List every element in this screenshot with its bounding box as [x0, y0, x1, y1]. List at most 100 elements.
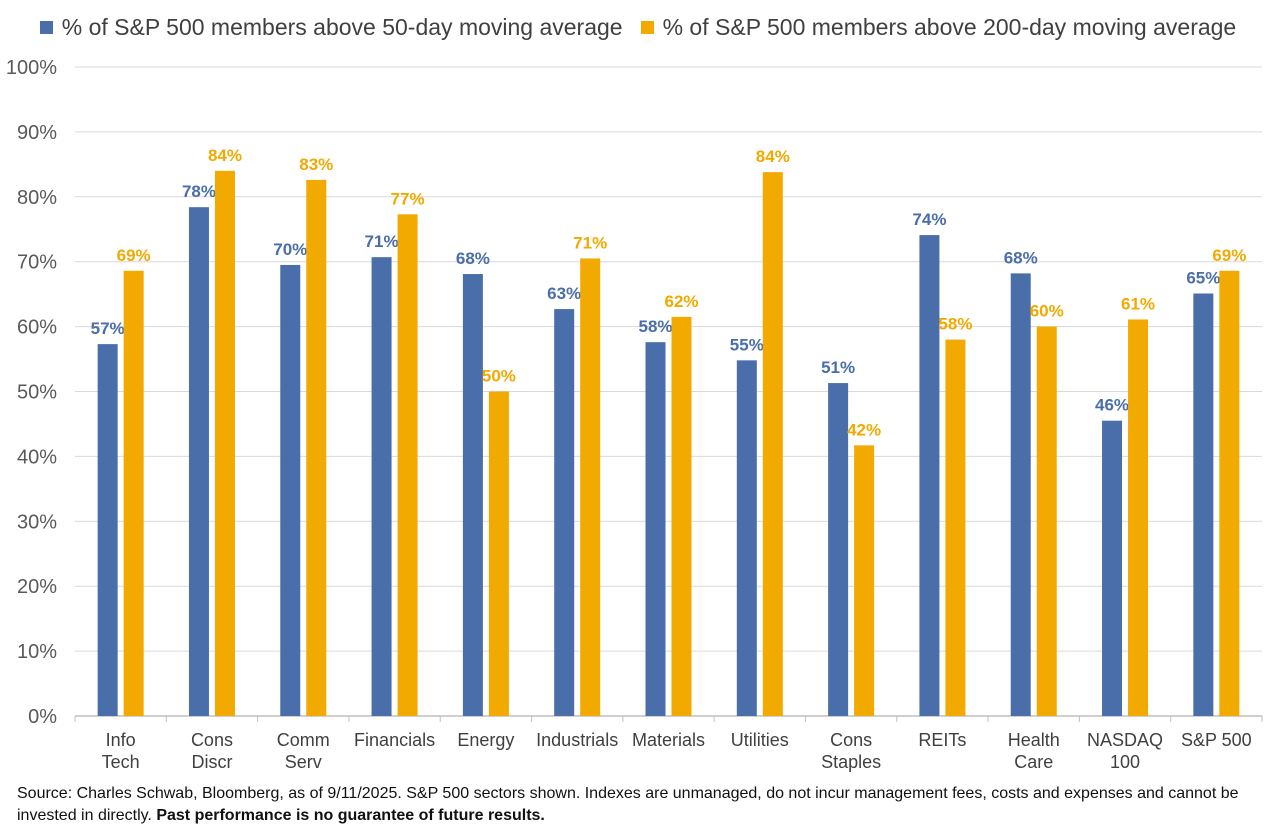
bar-200-day [671, 316, 692, 716]
x-category-label: Financials [354, 730, 435, 750]
bar-50-day [1102, 420, 1123, 716]
x-category-label-line: Serv [285, 752, 322, 772]
bar-chart: 0% 10% 20% 30% 40% 50% 60% 70% 80% 90% 100% 57% 69% I… [6, 57, 1263, 772]
bar-200-day [945, 339, 966, 716]
y-tick-label: 40% [17, 446, 57, 468]
y-tick-label: 90% [17, 122, 57, 144]
data-label-50-day: 70% [273, 240, 307, 259]
bar-50-day [919, 235, 940, 716]
x-category-label-line: REITs [918, 730, 966, 750]
data-label-200-day: 50% [482, 367, 516, 386]
x-category-label: Materials [632, 730, 705, 750]
x-category-label-line: Utilities [731, 730, 789, 750]
data-label-200-day: 83% [299, 155, 333, 174]
y-tick-label: 30% [17, 511, 57, 533]
x-category-label-line: Tech [102, 752, 140, 772]
x-category-label-line: Energy [457, 730, 514, 750]
x-category-label-line: Info [106, 730, 136, 750]
data-label-50-day: 63% [547, 284, 581, 303]
bar-50-day [828, 383, 849, 716]
data-label-200-day: 69% [1212, 246, 1246, 265]
data-label-50-day: 51% [821, 358, 855, 377]
bar-200-day [214, 170, 235, 717]
legend-swatch-200-day [640, 21, 654, 34]
source-note: Source: Charles Schwab, Bloomberg, as of… [17, 783, 1267, 827]
y-tick-label: 50% [17, 382, 57, 404]
x-category-label: Industrials [536, 730, 618, 750]
x-category-label: Cons Discr [191, 730, 233, 772]
data-label-200-day: 71% [573, 233, 607, 252]
bar-50-day [1010, 273, 1031, 716]
legend-label-50-day: % of S&P 500 members above 50-day moving… [61, 14, 623, 40]
y-tick-label: 80% [17, 187, 57, 209]
x-category-label-line: Staples [821, 752, 881, 772]
x-category-label: Cons Staples [821, 730, 881, 772]
bar-200-day [397, 214, 418, 716]
x-category-label-line: Materials [632, 730, 705, 750]
data-label-200-day: 69% [117, 246, 151, 265]
bar-50-day [371, 257, 392, 716]
source-text: Source: Charles Schwab, Bloomberg, as of… [17, 785, 1239, 824]
x-category-label: S&P 500 [1181, 730, 1252, 750]
legend-label-200-day: % of S&P 500 members above 200-day movin… [662, 14, 1237, 40]
bar-200-day [762, 172, 783, 716]
bar-200-day [1128, 319, 1149, 716]
data-label-200-day: 77% [391, 189, 425, 208]
x-category-label-line: Cons [191, 730, 233, 750]
x-category-label: NASDAQ 100 [1087, 730, 1163, 772]
x-category-label: REITs [918, 730, 966, 750]
data-label-200-day: 58% [938, 315, 972, 334]
bar-50-day [97, 344, 118, 716]
x-category-label-line: S&P 500 [1181, 730, 1252, 750]
data-label-50-day: 57% [91, 319, 125, 338]
x-category-label-line: Health [1008, 730, 1060, 750]
chart-legend: % of S&P 500 members above 50-day moving… [0, 14, 1276, 41]
x-category-label: Comm Serv [277, 730, 330, 772]
y-tick-label: 100% [6, 57, 57, 79]
y-tick-label: 70% [17, 252, 57, 274]
bar-50-day [462, 274, 483, 716]
data-label-50-day: 78% [182, 182, 216, 201]
legend-swatch-50-day [39, 21, 53, 34]
legend-item-200-day: % of S&P 500 members above 200-day movin… [640, 14, 1237, 41]
bar-50-day [280, 264, 301, 716]
x-category-label-line: Cons [830, 730, 872, 750]
data-label-50-day: 74% [912, 210, 946, 229]
y-tick-label: 10% [17, 641, 57, 663]
bar-200-day [123, 270, 144, 716]
data-label-200-day: 84% [756, 147, 790, 166]
x-category-label: Info Tech [102, 730, 140, 772]
x-category-label-line: NASDAQ [1087, 730, 1163, 750]
data-label-50-day: 55% [730, 335, 764, 354]
bar-200-day [1219, 270, 1240, 716]
y-tick-label: 0% [28, 706, 57, 728]
x-category-label-line: Industrials [536, 730, 618, 750]
data-label-50-day: 68% [456, 249, 490, 268]
data-label-200-day: 60% [1030, 302, 1064, 321]
data-label-200-day: 62% [664, 292, 698, 311]
x-category-label: Health Care [1008, 730, 1060, 772]
x-category-label-line: Financials [354, 730, 435, 750]
data-label-50-day: 65% [1186, 269, 1220, 288]
bar-200-day [1036, 326, 1057, 716]
legend-item-50-day: % of S&P 500 members above 50-day moving… [39, 14, 623, 41]
bar-50-day [554, 309, 575, 716]
bar-200-day [580, 258, 601, 716]
data-label-50-day: 71% [365, 232, 399, 251]
data-label-200-day: 42% [847, 420, 881, 439]
bar-50-day [736, 360, 757, 716]
data-label-50-day: 46% [1095, 396, 1129, 415]
bar-50-day [1193, 293, 1214, 716]
disclaimer-text: Past performance is no guarantee of futu… [156, 807, 545, 824]
bar-200-day [306, 179, 327, 716]
bar-50-day [188, 207, 209, 716]
x-category-label-line: 100 [1110, 752, 1140, 772]
data-label-50-day: 58% [638, 317, 672, 336]
y-tick-label: 20% [17, 576, 57, 598]
data-label-200-day: 84% [208, 146, 242, 165]
data-label-200-day: 61% [1121, 294, 1155, 313]
bar-50-day [645, 342, 666, 716]
y-tick-label: 60% [17, 317, 57, 339]
x-category-label-line: Comm [277, 730, 330, 750]
bar-200-day [854, 445, 875, 716]
